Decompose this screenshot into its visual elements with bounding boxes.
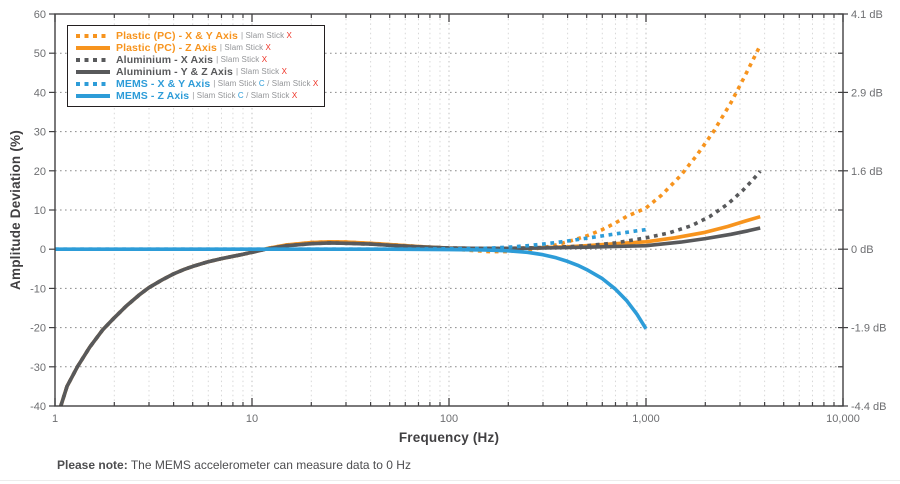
- legend-series-label: Plastic (PC) - X & Y Axis: [116, 30, 238, 42]
- legend-series-label: MEMS - Z Axis: [116, 90, 190, 102]
- legend-item-aluminium-y-z: Aluminium - Y & Z Axis | Slam Stick X: [76, 66, 318, 78]
- y-left-tick-label: 50: [34, 48, 46, 60]
- legend-sub-segment: X: [265, 43, 271, 52]
- legend-sub-segment: X: [286, 31, 292, 40]
- bottom-divider: [0, 480, 900, 481]
- legend-sub-segment: X: [261, 55, 268, 64]
- y-left-tick-label: -40: [30, 401, 46, 413]
- legend-sub-segment: C: [237, 91, 244, 100]
- legend-sub-segment: | Slam Stick: [213, 79, 259, 88]
- legend-sub-segment: | Slam Stick: [219, 43, 266, 52]
- y-left-tick-label: 30: [34, 127, 46, 139]
- y-left-tick-label: 0: [40, 244, 46, 256]
- legend-series-label: Aluminium - Y & Z Axis: [116, 66, 233, 78]
- legend-series-label: Aluminium - X Axis: [116, 54, 214, 66]
- legend-series-sublabel: | Slam Stick X: [216, 54, 267, 66]
- legend-sub-segment: | Slam Stick: [192, 91, 238, 100]
- legend-sub-segment: / Slam Stick: [264, 79, 313, 88]
- legend-series-sublabel: | Slam Stick X: [241, 30, 292, 42]
- footnote: Please note: The MEMS accelerometer can …: [57, 458, 411, 472]
- legend-swatch-dotted: [76, 34, 110, 38]
- y-axis-label: Amplitude Deviation (%): [8, 130, 23, 290]
- y-right-tick-label: 4.1 dB: [851, 9, 883, 21]
- legend-item-mems-z: MEMS - Z Axis | Slam Stick C / Slam Stick…: [76, 90, 318, 102]
- x-tick-label: 10: [246, 413, 258, 425]
- legend-sub-segment: C: [258, 79, 265, 88]
- y-left-tick-label: 60: [34, 9, 46, 21]
- y-right-tick-label: -1.9 dB: [851, 323, 886, 335]
- legend-swatch-dotted: [76, 58, 110, 62]
- footnote-text: The MEMS accelerometer can measure data …: [127, 458, 411, 472]
- y-right-tick-label: 2.9 dB: [851, 87, 883, 99]
- y-left-tick-label: -10: [30, 283, 46, 295]
- legend-series-sublabel: | Slam Stick X: [236, 66, 287, 78]
- legend-sub-segment: / Slam Stick: [243, 91, 292, 100]
- y-right-tick-label: -4.4 dB: [851, 401, 886, 413]
- legend-sub-segment: | Slam Stick: [240, 31, 287, 40]
- x-tick-label: 1,000: [632, 413, 660, 425]
- legend-series-sublabel: | Slam Stick X: [220, 42, 271, 54]
- footnote-label: Please note:: [57, 458, 128, 472]
- legend-swatch-solid: [76, 70, 110, 74]
- curve-mems-z: [55, 247, 648, 330]
- legend-series-label: MEMS - X & Y Axis: [116, 78, 211, 90]
- legend-sub-segment: X: [312, 79, 319, 88]
- legend-sub-segment: X: [281, 67, 287, 76]
- x-tick-label: 10,000: [826, 413, 860, 425]
- legend-swatch-solid: [76, 94, 110, 98]
- x-tick-label: 100: [440, 413, 458, 425]
- y-left-tick-label: -20: [30, 323, 46, 335]
- legend-series-label: Plastic (PC) - Z Axis: [116, 42, 217, 54]
- legend-series-sublabel: | Slam Stick C / Slam Stick X: [213, 78, 318, 90]
- legend-swatch-dotted: [76, 82, 110, 86]
- legend-series-sublabel: | Slam Stick C / Slam Stick X: [192, 90, 297, 102]
- legend-sub-segment: X: [291, 91, 298, 100]
- legend-item-plastic-pc-z: Plastic (PC) - Z Axis | Slam Stick X: [76, 42, 318, 54]
- y-right-tick-label: 1.6 dB: [851, 166, 883, 178]
- legend-item-mems-x-y: MEMS - X & Y Axis | Slam Stick C / Slam S…: [76, 78, 318, 90]
- legend-item-aluminium-x: Aluminium - X Axis | Slam Stick X: [76, 54, 318, 66]
- curve-aluminium-y-z: [59, 226, 761, 406]
- legend-item-plastic-pc-x-y: Plastic (PC) - X & Y Axis | Slam Stick X: [76, 30, 318, 42]
- y-left-tick-label: 40: [34, 87, 46, 99]
- legend-sub-segment: | Slam Stick: [216, 55, 262, 64]
- legend-sub-segment: | Slam Stick: [235, 67, 282, 76]
- x-axis-label: Frequency (Hz): [398, 430, 500, 445]
- y-right-tick-label: 0 dB: [851, 244, 874, 256]
- y-left-tick-label: -30: [30, 362, 46, 374]
- y-left-tick-label: 10: [34, 205, 46, 217]
- x-tick-label: 1: [52, 413, 58, 425]
- series-group: [55, 44, 762, 406]
- legend-swatch-solid: [76, 46, 110, 50]
- y-left-tick-label: 20: [34, 166, 46, 178]
